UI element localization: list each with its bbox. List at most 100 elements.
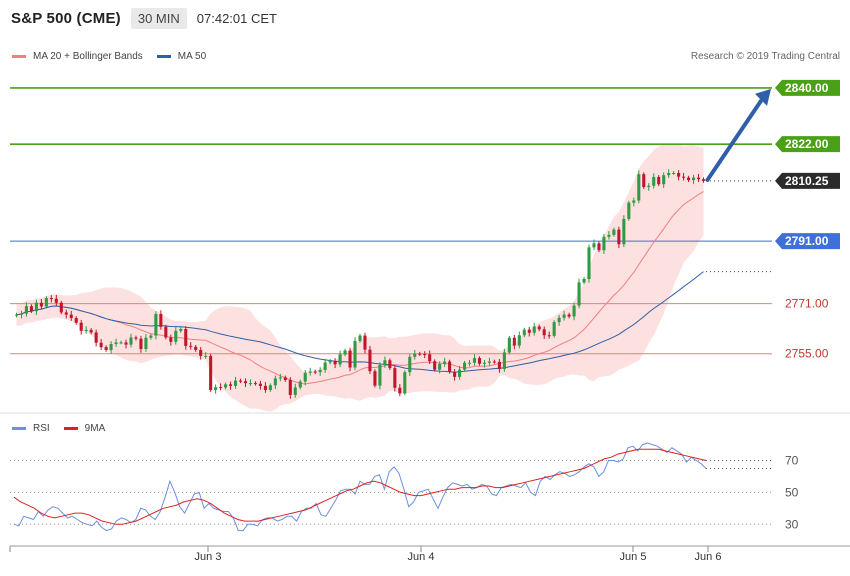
candle-body <box>687 177 691 181</box>
candle-body <box>418 353 422 355</box>
candle-body <box>74 318 78 323</box>
candle-body <box>243 381 248 384</box>
interval-selector[interactable]: 30 MIN <box>130 7 187 29</box>
candle-body <box>214 387 218 390</box>
candle-body <box>358 335 362 341</box>
candle-body <box>154 313 158 336</box>
candle-body <box>179 329 183 331</box>
candle-body <box>363 335 367 350</box>
candle-body <box>159 313 163 327</box>
candle-body <box>268 385 272 390</box>
candle-body <box>582 278 586 283</box>
candle-body <box>49 298 53 300</box>
candle-body <box>343 350 347 355</box>
price-tag-resistance <box>775 136 840 153</box>
candle-body <box>119 342 123 344</box>
candle-body <box>617 229 621 245</box>
candle-body <box>109 344 113 350</box>
candle-body <box>492 361 496 363</box>
candle-body <box>463 362 467 370</box>
candle-body <box>393 368 397 388</box>
price-label: 2810.25 <box>785 174 829 188</box>
legend-rsi: RSI <box>12 423 50 434</box>
legend-ma20-label: MA 20 + Bollinger Bands <box>33 51 143 62</box>
candle-body <box>144 337 148 350</box>
candle-body <box>303 372 307 382</box>
copyright-credit: Research © 2019 Trading Central <box>690 51 840 62</box>
candle-body <box>403 372 407 394</box>
legend-ma50-label: MA 50 <box>177 51 207 62</box>
candle-body <box>39 302 43 307</box>
candle-body <box>642 174 646 188</box>
candle-body <box>378 364 382 386</box>
candle-body <box>547 335 551 337</box>
chart-header: S&P 500 (CME) 30 MIN 07:42:01 CET <box>0 0 850 36</box>
price-label: 2822.00 <box>785 137 829 151</box>
candle-body <box>622 218 626 245</box>
candle-body <box>677 172 681 177</box>
candle-body <box>597 243 601 251</box>
candle-body <box>443 361 447 365</box>
x-tick-label: Jun 4 <box>408 551 435 563</box>
price-tag-pivot <box>775 233 840 250</box>
candle-body <box>577 282 581 306</box>
candle-body <box>512 337 516 346</box>
candle-body <box>129 337 133 345</box>
x-tick-label: Jun 3 <box>195 551 222 563</box>
candle-body <box>293 387 297 395</box>
price-tag-last <box>775 172 840 189</box>
candle-body <box>204 355 208 357</box>
candle-body <box>502 352 506 370</box>
rsi-legend: RSI 9MA <box>12 423 119 434</box>
candle-body <box>388 360 392 369</box>
candle-body <box>507 337 511 353</box>
candle-body <box>253 383 257 385</box>
candle-body <box>562 314 566 318</box>
legend-rsi-ma-label: 9MA <box>84 423 106 434</box>
candle-body <box>224 384 228 388</box>
candle-body <box>209 355 213 390</box>
x-tick-label: Jun 5 <box>620 551 647 563</box>
candle-body <box>323 362 327 370</box>
candle-body <box>169 337 173 342</box>
candle-body <box>104 347 108 350</box>
candle-body <box>398 387 402 394</box>
candle-body <box>448 361 452 372</box>
legend-ma50-swatch <box>156 55 171 58</box>
candle-body <box>34 302 38 312</box>
legend-rsi-label: RSI <box>33 423 50 434</box>
candle-body <box>458 369 462 377</box>
legend-rsi-swatch <box>12 427 26 430</box>
candle-body <box>219 387 223 389</box>
price-label: 2791.00 <box>785 234 829 248</box>
candle-body <box>333 360 337 365</box>
rsi-line <box>13 442 707 532</box>
candle-body <box>572 305 576 317</box>
candle-body <box>408 356 412 373</box>
rsi-tick-label: 30 <box>785 517 799 531</box>
candle-body <box>652 177 656 186</box>
candle-body <box>59 302 63 313</box>
candle-body <box>373 371 377 386</box>
bollinger-band <box>16 143 704 412</box>
candle-body <box>607 234 611 237</box>
instrument-title: S&P 500 (CME) <box>11 9 121 27</box>
candle-body <box>662 175 666 185</box>
candle-body <box>438 364 442 370</box>
candle-body <box>487 361 491 363</box>
price-label: 2771.00 <box>785 297 829 311</box>
candle-body <box>522 329 526 336</box>
candle-body <box>94 332 98 343</box>
candle-body <box>482 362 487 364</box>
candle-body <box>229 384 233 386</box>
candle-body <box>194 346 198 350</box>
candle-body <box>692 177 696 181</box>
candle-body <box>44 298 48 307</box>
candle-body <box>477 358 482 364</box>
price-label: 2755.00 <box>785 347 829 361</box>
candle-body <box>328 360 332 363</box>
candle-body <box>587 247 591 279</box>
candle-body <box>338 354 342 365</box>
candle-body <box>592 243 596 248</box>
